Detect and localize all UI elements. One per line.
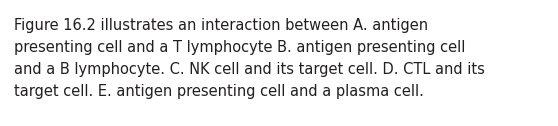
Text: Figure 16.2 illustrates an interaction between A. antigen: Figure 16.2 illustrates an interaction b… (14, 18, 428, 33)
Text: and a B lymphocyte. C. NK cell and its target cell. D. CTL and its: and a B lymphocyte. C. NK cell and its t… (14, 62, 485, 77)
Text: target cell. E. antigen presenting cell and a plasma cell.: target cell. E. antigen presenting cell … (14, 84, 424, 99)
Text: presenting cell and a T lymphocyte B. antigen presenting cell: presenting cell and a T lymphocyte B. an… (14, 40, 465, 55)
